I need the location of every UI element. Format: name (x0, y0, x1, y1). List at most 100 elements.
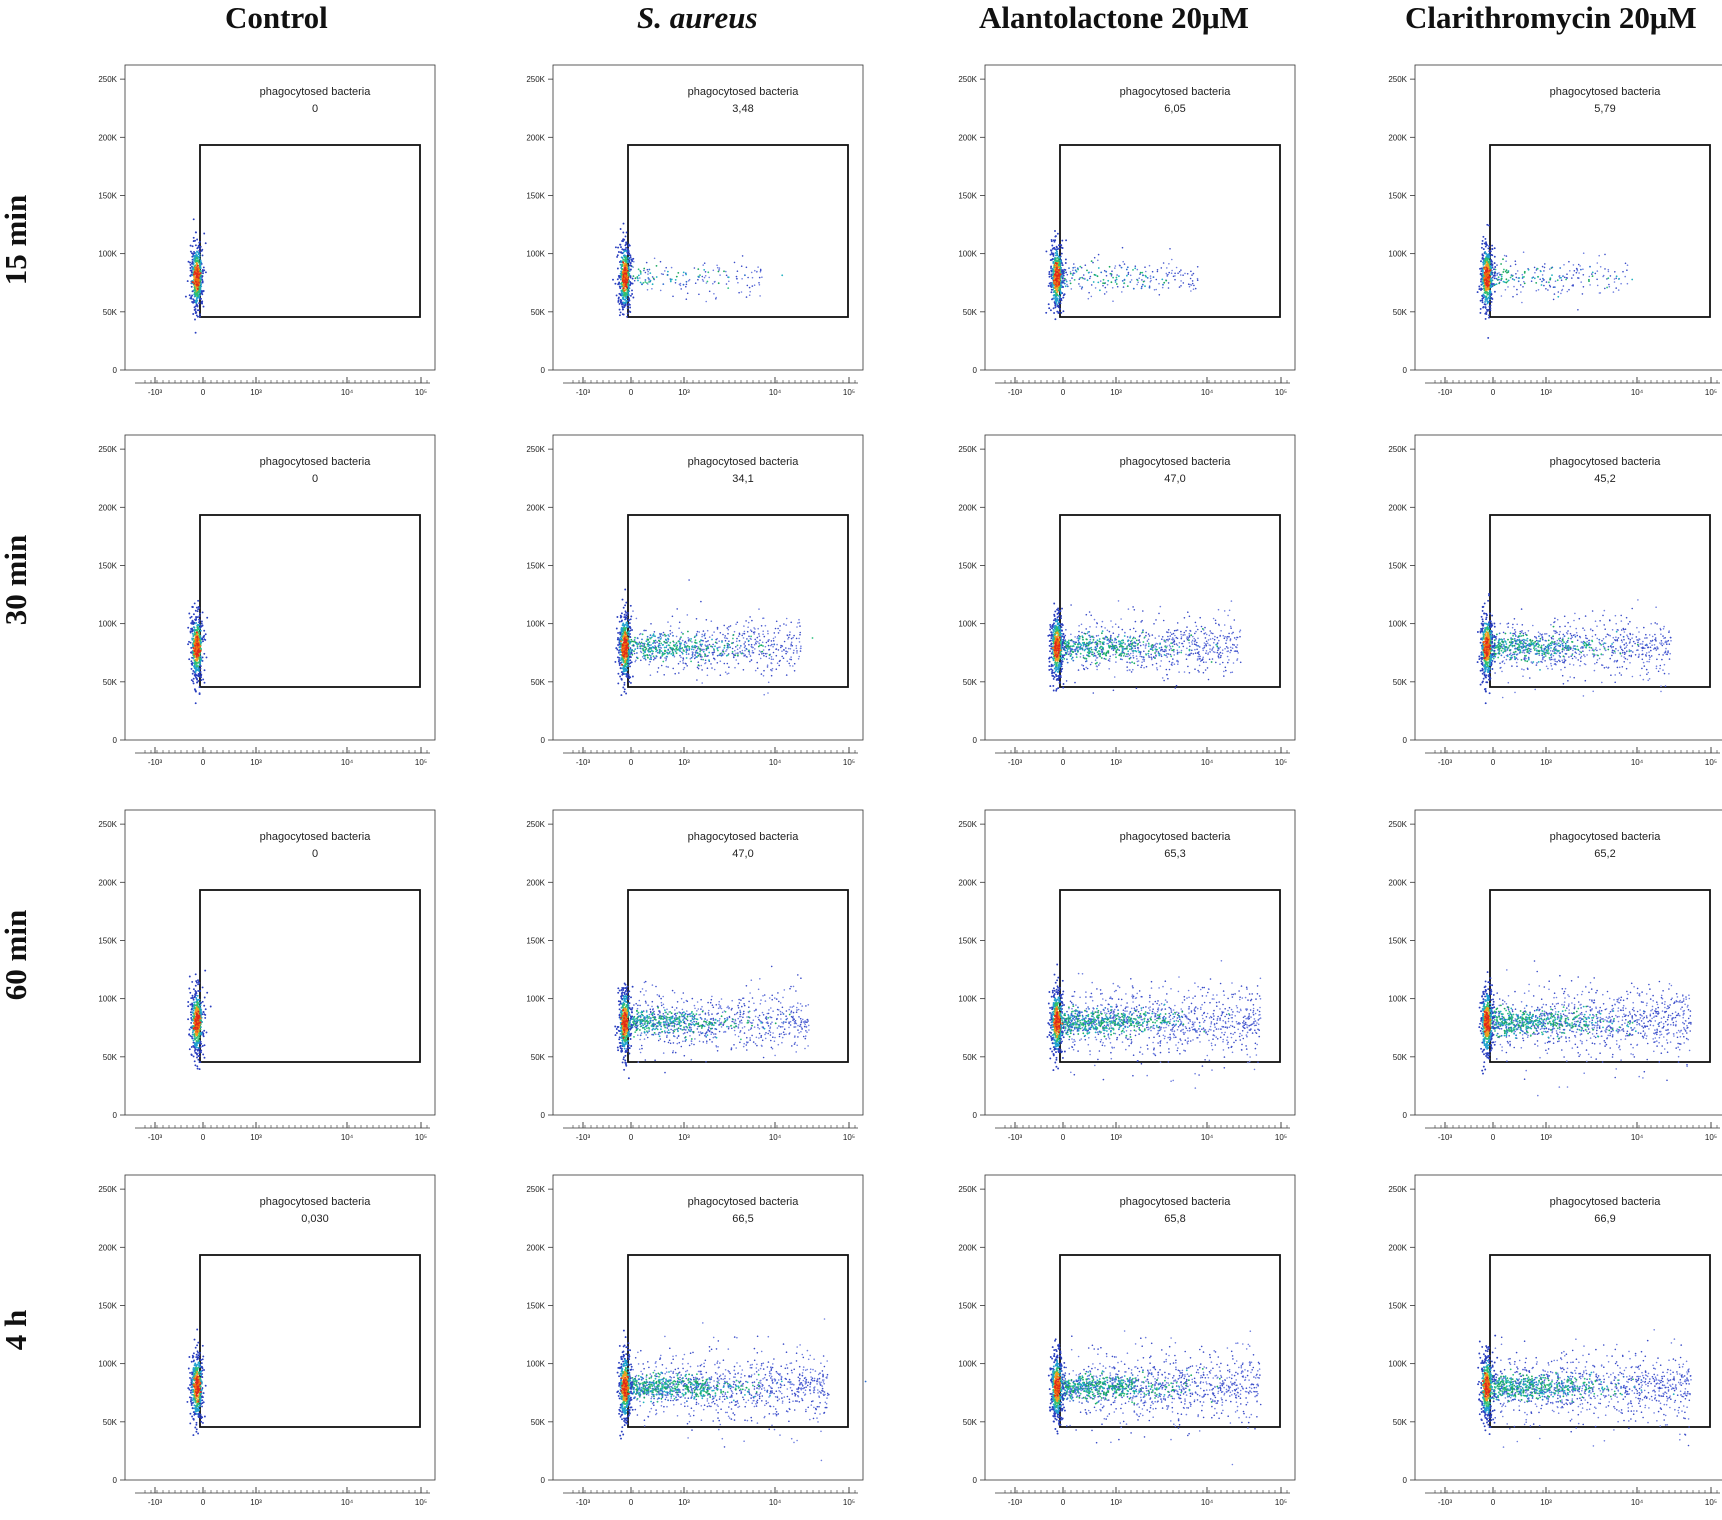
event-dot (632, 278, 634, 280)
x-tick-label: 10⁵ (1275, 388, 1287, 397)
event-dot (693, 649, 695, 651)
event-dot (1482, 236, 1484, 238)
event-dot (768, 682, 770, 684)
event-dot (193, 665, 195, 667)
event-dot (715, 298, 717, 300)
event-dot (193, 240, 195, 242)
event-dot (1616, 275, 1618, 277)
event-dot (684, 667, 686, 669)
event-dot (1229, 610, 1231, 612)
event-dot (790, 659, 792, 661)
event-dot (676, 652, 678, 654)
event-dot (1487, 337, 1489, 339)
event-dot (628, 297, 630, 299)
event-dot (1190, 271, 1192, 273)
event-dot (1489, 298, 1491, 300)
x-tick-label: 10³ (1540, 388, 1552, 397)
event-dot (1088, 298, 1090, 300)
event-dot (624, 589, 626, 591)
x-tick-label: 10⁴ (1201, 388, 1214, 397)
event-dot (1487, 263, 1489, 265)
event-dot (771, 644, 773, 646)
event-dot (676, 608, 678, 610)
event-dot (1485, 291, 1487, 293)
event-dot (695, 639, 697, 641)
event-dot (1067, 286, 1069, 288)
event-dot (759, 650, 761, 652)
plot-frame (553, 65, 863, 370)
plot-frame (553, 435, 863, 740)
event-dot (1141, 288, 1143, 290)
event-dot (1176, 267, 1178, 269)
event-dot (190, 264, 192, 266)
event-dot (1048, 303, 1050, 305)
event-dot (199, 294, 201, 296)
event-dot (195, 610, 197, 612)
event-dot (1579, 265, 1581, 267)
event-dot (622, 261, 624, 263)
event-dot (1180, 269, 1182, 271)
event-dot (706, 282, 708, 284)
event-dot (747, 656, 749, 658)
event-dot (1055, 250, 1057, 252)
event-dot (198, 657, 200, 659)
event-dot (1054, 236, 1056, 238)
event-dot (725, 650, 727, 652)
event-dot (196, 669, 198, 671)
event-dot (626, 621, 628, 623)
event-dot (718, 269, 720, 271)
event-dot (629, 264, 631, 266)
y-tick-label: 250K (98, 445, 117, 454)
event-dot (678, 672, 680, 674)
event-dot (725, 671, 727, 673)
event-dot (1110, 273, 1112, 275)
event-dot (1090, 276, 1092, 278)
event-dot (647, 645, 649, 647)
event-dot (620, 228, 622, 230)
event-dot (759, 635, 761, 637)
event-dot (648, 639, 650, 641)
x-tick-label: 0 (1061, 758, 1066, 767)
event-dot (629, 656, 631, 658)
event-dot (1127, 285, 1129, 287)
y-tick-label: 200K (98, 503, 117, 512)
event-dot (628, 268, 630, 270)
event-dot (1107, 280, 1109, 282)
y-tick-label: 100K (958, 250, 977, 259)
event-dot (1174, 279, 1176, 281)
event-dot (1515, 260, 1517, 262)
event-dot (645, 630, 647, 632)
event-dot (199, 255, 201, 257)
event-dot (705, 662, 707, 664)
event-dot (724, 645, 726, 647)
event-dot (1482, 270, 1484, 272)
event-dot (205, 242, 207, 244)
event-dot (1486, 268, 1488, 270)
event-dot (197, 610, 199, 612)
event-dot (643, 646, 645, 648)
event-dot (1097, 260, 1099, 262)
event-dot (1484, 301, 1486, 303)
event-dot (198, 245, 200, 247)
event-dot (741, 635, 743, 637)
event-dot (708, 659, 710, 661)
event-dot (1488, 224, 1490, 226)
event-dot (725, 640, 727, 642)
event-dot (717, 662, 719, 664)
event-dot (655, 640, 657, 642)
event-dot (194, 306, 196, 308)
event-dot (680, 657, 682, 659)
event-dot (1193, 288, 1195, 290)
event-dot (728, 276, 730, 278)
event-dot (194, 673, 196, 675)
event-dot (670, 647, 672, 649)
event-dot (1048, 285, 1050, 287)
event-dot (1074, 279, 1076, 281)
event-dot (790, 622, 792, 624)
event-dot (658, 644, 660, 646)
event-dot (203, 636, 205, 638)
event-dot (652, 635, 654, 637)
event-dot (1123, 286, 1125, 288)
event-dot (705, 637, 707, 639)
